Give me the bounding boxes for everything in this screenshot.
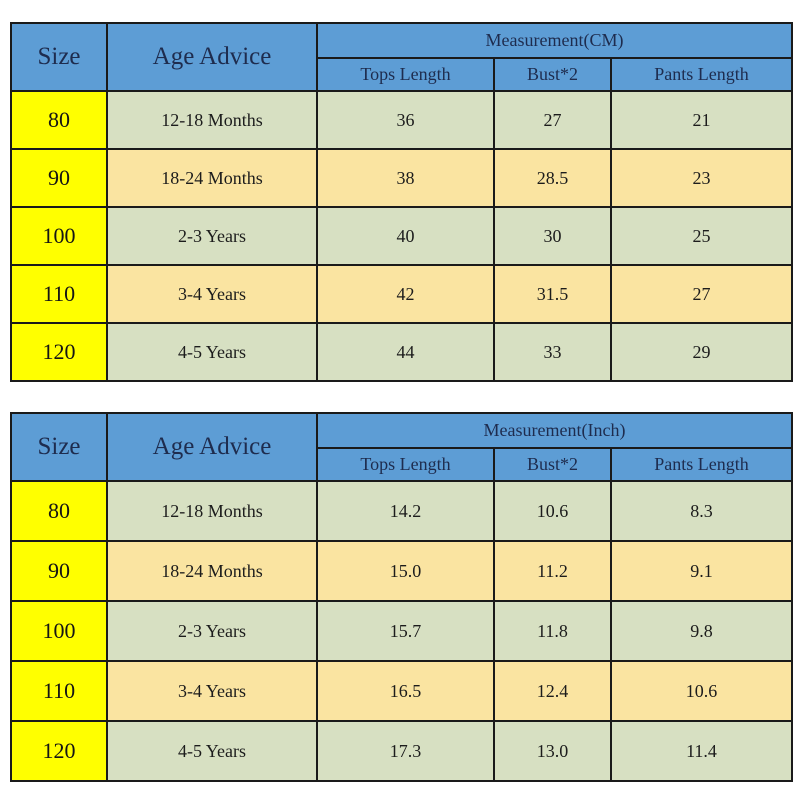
age-advice-value: 18-24 Months bbox=[106, 148, 318, 208]
size-value: 100 bbox=[10, 600, 108, 662]
header-bust-cm: Bust*2 bbox=[493, 57, 612, 92]
pants-length-value: 23 bbox=[610, 148, 793, 208]
tops-length-value: 15.0 bbox=[316, 540, 495, 602]
age-advice-value: 4-5 Years bbox=[106, 322, 318, 382]
bust-value: 10.6 bbox=[493, 480, 612, 542]
size-value: 80 bbox=[10, 480, 108, 542]
size-chart-cm-header: Size Age Advice Measurement(CM) Tops Len… bbox=[10, 22, 793, 92]
table-row: 110 3-4 Years 42 31.5 27 bbox=[10, 264, 793, 324]
age-advice-value: 4-5 Years bbox=[106, 720, 318, 782]
pants-length-value: 27 bbox=[610, 264, 793, 324]
bust-value: 11.2 bbox=[493, 540, 612, 602]
header-size-inch: Size bbox=[10, 412, 108, 482]
size-value: 110 bbox=[10, 660, 108, 722]
pants-length-value: 10.6 bbox=[609, 660, 794, 722]
size-value: 120 bbox=[10, 322, 108, 382]
pants-length-value: 11.4 bbox=[609, 720, 794, 782]
tops-length-value: 36 bbox=[316, 90, 495, 150]
size-value: 120 bbox=[10, 720, 108, 782]
age-advice-value: 3-4 Years bbox=[106, 264, 318, 324]
bust-value: 12.4 bbox=[493, 660, 612, 722]
table-row: 100 2-3 Years 15.7 11.8 9.8 bbox=[10, 600, 794, 662]
tops-length-value: 17.3 bbox=[316, 720, 495, 782]
header-tops-length-cm: Tops Length bbox=[316, 57, 495, 92]
bust-value: 31.5 bbox=[493, 264, 612, 324]
table-row: 100 2-3 Years 40 30 25 bbox=[10, 206, 793, 266]
tops-length-value: 38 bbox=[316, 148, 495, 208]
size-chart-table-cm: Size Age Advice Measurement(CM) Tops Len… bbox=[10, 22, 793, 382]
tops-length-value: 16.5 bbox=[316, 660, 495, 722]
age-advice-value: 3-4 Years bbox=[106, 660, 318, 722]
header-tops-length-inch: Tops Length bbox=[316, 447, 495, 482]
bust-value: 33 bbox=[493, 322, 612, 382]
tops-length-value: 44 bbox=[316, 322, 495, 382]
size-chart-table-inch: Size Age Advice Measurement(Inch) Tops L… bbox=[10, 412, 794, 782]
size-chart-inch-header: Size Age Advice Measurement(Inch) Tops L… bbox=[10, 412, 794, 482]
tops-length-value: 42 bbox=[316, 264, 495, 324]
header-size-cm: Size bbox=[10, 22, 108, 92]
pants-length-value: 8.3 bbox=[609, 480, 794, 542]
tops-length-value: 40 bbox=[316, 206, 495, 266]
header-measurement-cm: Measurement(CM) bbox=[316, 22, 793, 59]
table-row: 120 4-5 Years 44 33 29 bbox=[10, 322, 793, 382]
pants-length-value: 9.8 bbox=[609, 600, 794, 662]
header-age-advice-cm: Age Advice bbox=[106, 22, 318, 92]
size-value: 90 bbox=[10, 148, 108, 208]
table-row: 90 18-24 Months 38 28.5 23 bbox=[10, 148, 793, 208]
header-measurement-inch: Measurement(Inch) bbox=[315, 412, 794, 449]
header-pants-length-inch: Pants Length bbox=[609, 447, 794, 482]
size-value: 90 bbox=[10, 540, 108, 602]
table-row: 80 12-18 Months 36 27 21 bbox=[10, 90, 793, 150]
age-advice-value: 12-18 Months bbox=[106, 480, 318, 542]
table-row: 80 12-18 Months 14.2 10.6 8.3 bbox=[10, 480, 794, 542]
bust-value: 11.8 bbox=[493, 600, 612, 662]
pants-length-value: 25 bbox=[610, 206, 793, 266]
pants-length-value: 29 bbox=[610, 322, 793, 382]
pants-length-value: 21 bbox=[610, 90, 793, 150]
bust-value: 28.5 bbox=[493, 148, 612, 208]
bust-value: 13.0 bbox=[493, 720, 612, 782]
size-value: 80 bbox=[10, 90, 108, 150]
pants-length-value: 9.1 bbox=[609, 540, 794, 602]
size-value: 110 bbox=[10, 264, 108, 324]
age-advice-value: 2-3 Years bbox=[106, 206, 318, 266]
table-row: 110 3-4 Years 16.5 12.4 10.6 bbox=[10, 660, 794, 722]
tops-length-value: 14.2 bbox=[316, 480, 495, 542]
age-advice-value: 2-3 Years bbox=[106, 600, 318, 662]
header-age-advice-inch: Age Advice bbox=[106, 412, 318, 482]
header-bust-inch: Bust*2 bbox=[493, 447, 612, 482]
tops-length-value: 15.7 bbox=[316, 600, 495, 662]
size-value: 100 bbox=[10, 206, 108, 266]
age-advice-value: 18-24 Months bbox=[106, 540, 318, 602]
age-advice-value: 12-18 Months bbox=[106, 90, 318, 150]
table-row: 90 18-24 Months 15.0 11.2 9.1 bbox=[10, 540, 794, 602]
bust-value: 30 bbox=[493, 206, 612, 266]
header-pants-length-cm: Pants Length bbox=[610, 57, 793, 92]
table-row: 120 4-5 Years 17.3 13.0 11.4 bbox=[10, 720, 794, 782]
bust-value: 27 bbox=[493, 90, 612, 150]
